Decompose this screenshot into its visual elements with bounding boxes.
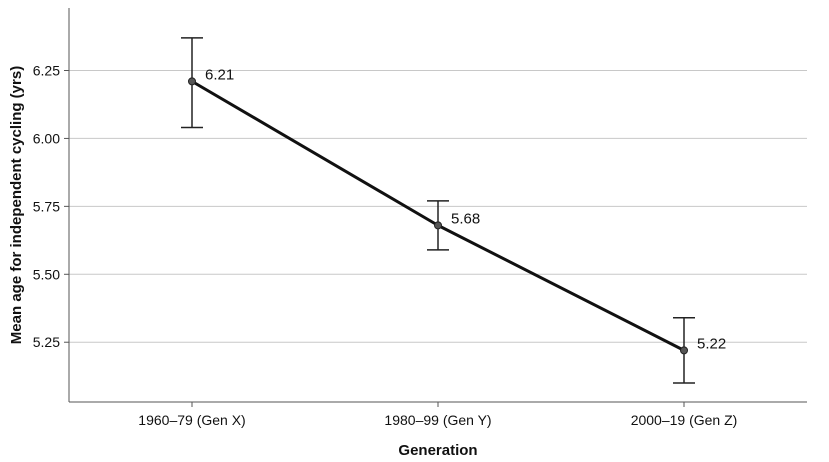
data-point-0 bbox=[188, 77, 196, 86]
x-tick-label-0: 1960–79 (Gen X) bbox=[138, 412, 245, 428]
data-label-1: 5.68 bbox=[451, 210, 480, 227]
data-point-2 bbox=[680, 346, 688, 355]
y-axis-title: Mean age for independent cycling (yrs) bbox=[8, 66, 25, 344]
y-tick-label-1: 5.50 bbox=[33, 266, 60, 282]
series-layer: 6.21 5.68 5.22 bbox=[181, 37, 726, 384]
x-ticks: 1960–79 (Gen X) 1980–99 (Gen Y) 2000–19 (G… bbox=[138, 402, 737, 428]
y-ticks: 5.25 5.50 5.75 6.00 6.25 bbox=[33, 62, 69, 350]
y-tick-label-0: 5.25 bbox=[33, 334, 60, 350]
y-tick-label-3: 6.00 bbox=[33, 130, 60, 146]
y-tick-label-4: 6.25 bbox=[33, 62, 60, 78]
x-tick-label-2: 2000–19 (Gen Z) bbox=[631, 412, 738, 428]
x-axis-title: Generation bbox=[398, 442, 477, 459]
y-tick-label-2: 5.75 bbox=[33, 198, 60, 214]
x-tick-label-1: 1980–99 (Gen Y) bbox=[384, 412, 491, 428]
data-label-2: 5.22 bbox=[697, 335, 726, 352]
data-label-0: 6.21 bbox=[205, 66, 234, 83]
data-point-1 bbox=[434, 221, 442, 230]
